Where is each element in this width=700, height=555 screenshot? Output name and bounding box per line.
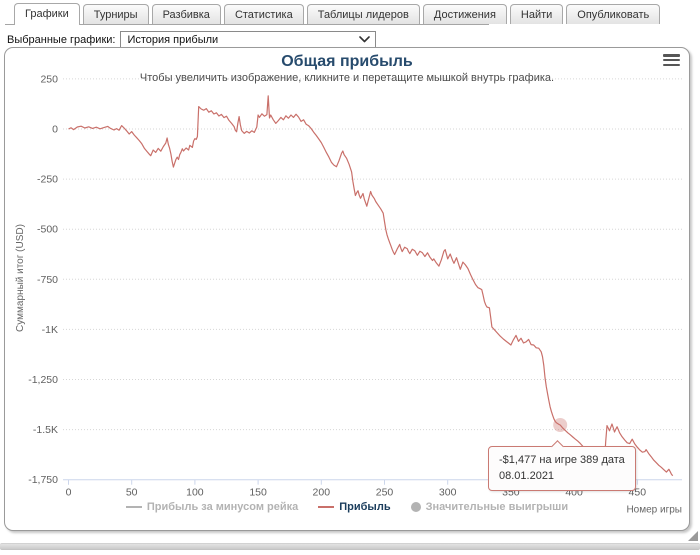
tab-0[interactable]: Графики	[14, 3, 80, 25]
chart-title: Общая прибыль	[281, 53, 413, 70]
y-axis-label: -500	[37, 224, 58, 236]
legend-item-2[interactable]: Значительные выигрыши	[410, 501, 569, 513]
resize-handle-icon[interactable]	[688, 531, 698, 541]
chart-select-label: Выбранные графики:	[7, 33, 116, 46]
hovered-point-marker[interactable]	[553, 417, 568, 432]
y-axis-label: -250	[37, 174, 58, 186]
y-axis-label: -1K	[42, 324, 58, 336]
legend-line-icon	[125, 506, 142, 508]
y-axis-label: -1,250	[28, 374, 58, 386]
legend-item-1[interactable]: Прибыль	[318, 501, 391, 513]
x-axis-label: 200	[313, 487, 331, 499]
tab-3[interactable]: Статистика	[223, 4, 304, 24]
x-axis-label: 250	[376, 487, 394, 499]
tab-1[interactable]: Турниры	[82, 4, 149, 24]
y-axis-label: -750	[37, 274, 58, 286]
chart-select[interactable]: История прибыли	[120, 31, 377, 48]
profit-line[interactable]	[68, 95, 674, 477]
x-axis-title: Номер игры	[626, 505, 682, 516]
chart-selector-row: Выбранные графики: История прибыли	[7, 31, 377, 48]
legend-circle-icon	[410, 502, 421, 512]
chart-tooltip: -$1,477 на игре 389 дата 08.01.2021	[488, 446, 636, 491]
x-axis-label: 0	[66, 487, 72, 499]
tab-7[interactable]: Опубликовать	[566, 4, 661, 24]
tooltip-date: 08.01.2021	[499, 470, 555, 482]
y-axis-label: -1.5K	[33, 424, 58, 436]
tab-bar: Графики Турниры Разбивка Статистика Таблицы …	[5, 2, 661, 25]
legend-label: Значительные выигрыши	[425, 501, 569, 513]
y-axis-label: 250	[40, 73, 58, 85]
x-axis-label: 300	[439, 487, 457, 499]
y-axis-title: Суммарный итог (USD)	[15, 224, 26, 332]
chart-panel[interactable]: 250 0 -250 -500 -750 -1K -1,250 -1.5K -1,750 0 50 1…	[4, 47, 690, 531]
legend-label: Прибыль за минусом рейка	[146, 501, 299, 513]
page-divider-bar	[0, 543, 700, 550]
legend-line-icon	[318, 506, 335, 508]
x-axis-label: 50	[126, 487, 138, 499]
y-axis-label: 0	[52, 124, 58, 136]
chart-select-value: История прибыли	[127, 33, 219, 46]
chevron-down-icon	[359, 36, 371, 43]
tooltip-value: -$1,477 на игре 389 дата	[499, 454, 625, 466]
chart-subtitle: Чтобы увеличить изображение, кликните и …	[139, 72, 555, 84]
legend-item-0[interactable]: Прибыль за минусом рейка	[125, 501, 299, 513]
tab-2[interactable]: Разбивка	[151, 4, 221, 24]
hamburger-icon[interactable]	[663, 54, 680, 66]
x-axis-label: 150	[249, 487, 267, 499]
chart-legend: Прибыль за минусом рейка Прибыль Значитель…	[5, 499, 689, 515]
tab-5[interactable]: Достижения	[422, 4, 507, 24]
legend-label: Прибыль	[339, 501, 391, 513]
x-axis-label: 100	[186, 487, 204, 499]
tab-6[interactable]: Найти	[509, 4, 564, 24]
tab-4[interactable]: Таблицы лидеров	[306, 4, 420, 24]
y-axis-label: -1,750	[28, 474, 58, 486]
